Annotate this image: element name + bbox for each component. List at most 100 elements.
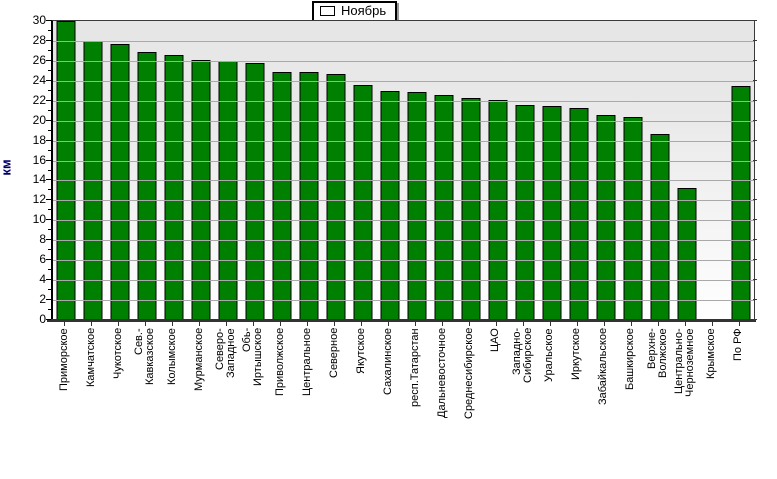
bar-slot: [700, 21, 727, 320]
bar: [731, 85, 751, 320]
gridline: [53, 40, 754, 42]
y-tick-mark: [46, 119, 51, 121]
y-tick-mark-minor: [48, 69, 51, 71]
x-tick-mark: [522, 322, 524, 326]
bar-slot: [242, 21, 269, 320]
x-tick-mark: [738, 322, 740, 326]
y-tick-mark-right: [753, 279, 757, 281]
x-tick-label: Забайкальское: [597, 328, 610, 406]
x-tick-mark: [145, 322, 147, 326]
x-label-slot: Приволжское: [267, 328, 294, 460]
x-tick-mark: [684, 322, 686, 326]
y-tick-mark: [46, 39, 51, 41]
y-tick-label: 14: [32, 172, 46, 187]
y-tick-label: 16: [32, 152, 46, 167]
bar-slot: [323, 21, 350, 320]
y-tick-mark-right: [753, 159, 757, 161]
x-label-slot: Колымское: [159, 328, 186, 460]
bar-slot: [646, 21, 673, 320]
x-label-slot: Обь- Иртышское: [240, 328, 267, 460]
gridline: [53, 180, 754, 182]
y-tick-mark-minor: [48, 209, 51, 211]
y-tick-mark-minor: [48, 229, 51, 231]
bar: [326, 73, 346, 320]
bar-slot: [134, 21, 161, 320]
y-tick-mark-right: [753, 20, 757, 21]
y-tick-mark: [46, 299, 51, 301]
x-axis-labels: Приморское Камчатское Чукотское Сев.- Кавка…: [51, 328, 752, 460]
y-tick-mark-right: [753, 259, 757, 261]
gridline: [53, 200, 754, 202]
gridline: [53, 240, 754, 242]
bar: [623, 116, 643, 320]
bars-container: [53, 21, 754, 320]
x-label-slot: Западно- Сибирское: [509, 328, 536, 460]
y-tick-mark: [46, 279, 51, 281]
x-tick-label: Дальневосточное: [435, 328, 448, 419]
bar: [677, 188, 697, 320]
x-tick-label: Приволжское: [273, 328, 286, 397]
plot-area: [51, 20, 755, 320]
bar-slot: [727, 21, 754, 320]
y-tick-mark-minor: [48, 29, 51, 31]
y-tick-mark-right: [753, 99, 757, 101]
y-tick-mark-minor: [48, 289, 51, 291]
y-tick-mark: [46, 199, 51, 201]
x-label-slot: Приморское: [51, 328, 78, 460]
bar-slot: [458, 21, 485, 320]
x-tick-mark: [280, 322, 282, 326]
y-tick-mark: [46, 239, 51, 241]
y-tick-mark-minor: [48, 129, 51, 131]
x-label-slot: Верхне- Волжское: [644, 328, 671, 460]
y-tick-mark-right: [753, 199, 757, 201]
x-label-slot: Камчатское: [78, 328, 105, 460]
y-tick-label: 18: [32, 132, 46, 147]
bar: [137, 51, 157, 320]
x-label-slot: По РФ: [725, 328, 752, 460]
y-tick-mark: [46, 179, 51, 181]
x-label-slot: Забайкальское: [590, 328, 617, 460]
bar: [272, 71, 292, 320]
x-label-slot: Центрально- Черноземное: [671, 328, 698, 460]
x-tick-label: Центральное: [300, 328, 313, 397]
y-tick-mark: [46, 59, 51, 61]
y-tick-mark-right: [753, 119, 757, 121]
x-tick-mark: [603, 322, 605, 326]
x-label-slot: Центральное: [294, 328, 321, 460]
y-tick-label: 8: [39, 232, 46, 247]
x-tick-label: Западно- Сибирское: [510, 328, 534, 384]
x-tick-label: Уральское: [543, 328, 556, 382]
y-tick-mark-right: [753, 299, 757, 301]
x-tick-label: Обь- Иртышское: [241, 328, 265, 387]
x-tick-label: Верхне- Волжское: [645, 328, 669, 378]
x-tick-label: Крымское: [705, 328, 718, 379]
gridline: [53, 260, 754, 262]
y-tick-mark-minor: [48, 149, 51, 151]
x-tick-mark: [441, 322, 443, 326]
gridline: [53, 220, 754, 222]
y-tick-label: 0: [39, 312, 46, 326]
x-axis-line: [47, 319, 756, 322]
x-tick-mark: [388, 322, 390, 326]
y-tick-mark-minor: [48, 309, 51, 311]
bar: [515, 104, 535, 320]
bar-slot: [215, 21, 242, 320]
y-tick-mark-minor: [48, 109, 51, 111]
y-tick-mark: [46, 99, 51, 101]
bar: [110, 43, 130, 320]
y-tick-mark-right: [753, 39, 757, 41]
y-tick-mark-right: [753, 59, 757, 61]
x-label-slot: Мурманское: [186, 328, 213, 460]
x-tick-mark: [172, 322, 174, 326]
x-tick-label: Среднесибирское: [462, 328, 475, 420]
y-tick-mark: [46, 79, 51, 81]
bar-slot: [619, 21, 646, 320]
y-tick-label: 20: [32, 112, 46, 127]
x-tick-label: Сев.- Кавказское: [133, 328, 157, 386]
bar: [353, 84, 373, 320]
legend-swatch: [320, 6, 335, 16]
x-tick-mark: [334, 322, 336, 326]
x-tick-mark: [199, 322, 201, 326]
y-tick-label: 6: [39, 252, 46, 267]
